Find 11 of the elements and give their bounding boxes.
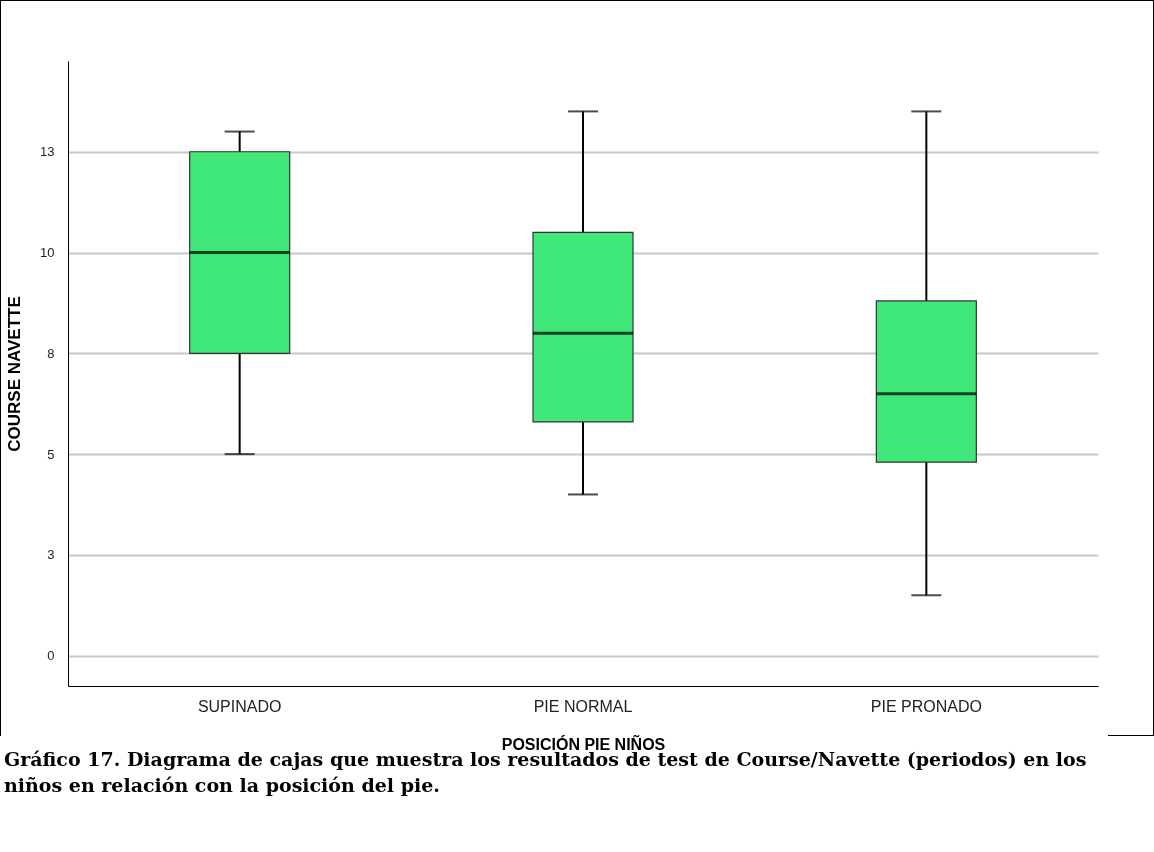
y-axis-title: COURSE NAVETTE	[5, 296, 25, 452]
x-axis-title: POSICIÓN PIE NIÑOS	[501, 733, 666, 753]
y-tick-label: 8	[47, 345, 55, 361]
y-tick-label: 0	[47, 648, 55, 664]
y-tick-label: 10	[40, 245, 55, 261]
x-tick-label: PIE PRONADO	[870, 697, 982, 715]
y-tick-label: 5	[47, 446, 55, 462]
y-tick-label: 13	[40, 144, 55, 160]
x-tick-label: PIE NORMAL	[533, 697, 633, 715]
x-tick-label: SUPINADO	[197, 697, 282, 715]
y-tick-label: 3	[47, 547, 55, 563]
